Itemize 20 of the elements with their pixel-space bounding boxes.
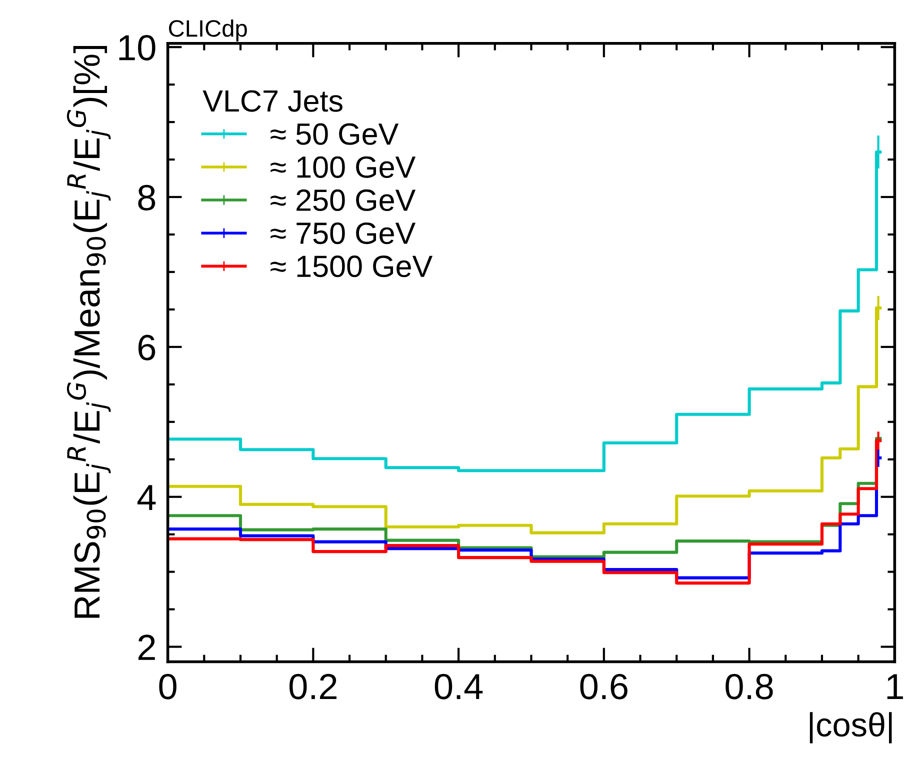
y-tick-label: 2 xyxy=(138,634,155,660)
x-tick-label: 0.2 xyxy=(289,674,336,700)
legend-title: VLC7 Jets xyxy=(202,90,342,112)
legend-label: ≈ 50 GeV xyxy=(270,123,399,145)
x-axis-title: |cosθ| xyxy=(810,712,892,744)
x-tick-label: 0.4 xyxy=(434,674,483,700)
legend-label: ≈ 1500 GeV xyxy=(270,256,433,278)
x-tick-label: 0.6 xyxy=(580,674,628,700)
x-tick-label: 0 xyxy=(159,674,176,700)
legend-label: ≈ 100 GeV xyxy=(270,156,416,178)
y-tick-label: 6 xyxy=(138,334,156,360)
legend-label: ≈ 250 GeV xyxy=(270,189,416,212)
legend-label: ≈ 750 GeV xyxy=(270,222,416,244)
text: RMS$_{90}$(E$_{j}$$^{R}$/E$_{j}$$^{G}$)/Mean$_{90}$(E$_{j}$$^{R}$/E$_{j}$$^{G}$)[%] xyxy=(66,46,111,618)
y-tick-label: 4 xyxy=(137,485,156,510)
y-tick-label: 10 xyxy=(119,34,156,61)
text: CLICdp xyxy=(169,19,247,42)
y-tick-label: 8 xyxy=(138,184,156,210)
x-tick-label: 1 xyxy=(887,674,903,700)
x-tick-label: 0.8 xyxy=(726,674,773,700)
